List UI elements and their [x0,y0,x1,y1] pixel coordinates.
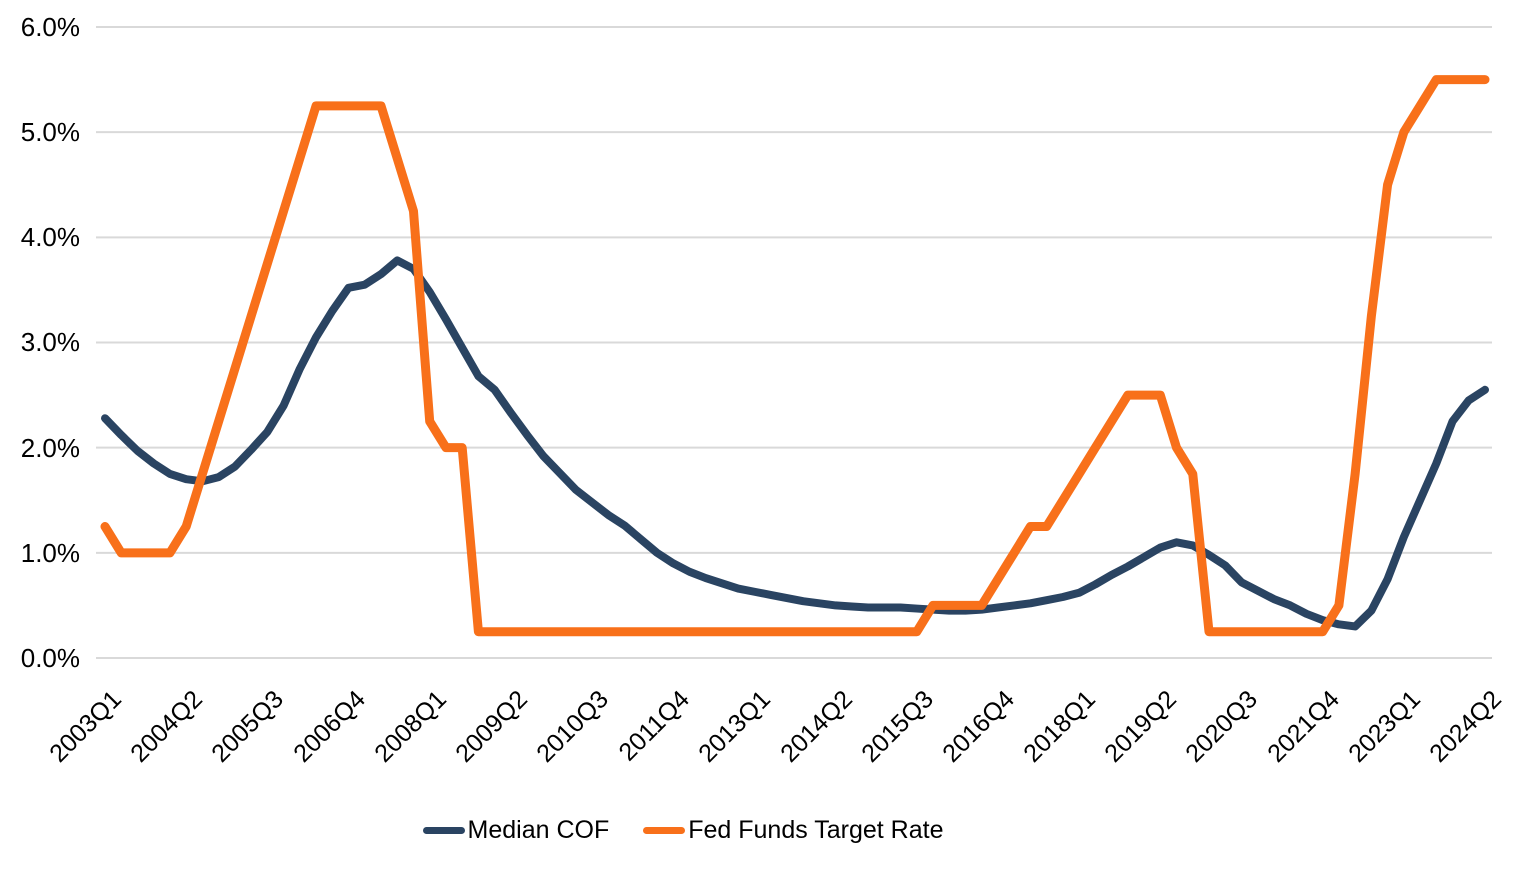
gridlines [96,25,1492,659]
median-cof-line-swatch [422,827,465,834]
y-tick-label: 1.0% [20,537,80,568]
legend-item-fed-funds: Fed Funds Target Rate [643,816,943,845]
y-tick-label: 0.0% [20,643,80,673]
y-tick-label: 3.0% [20,327,80,358]
chart-legend: Median COF Fed Funds Target Rate [0,816,1366,845]
y-tick-label: 6.0% [20,11,80,42]
legend-label-median-cof: Median COF [467,816,610,844]
series-lines [100,75,1490,637]
y-tick-label: 2.0% [20,432,80,463]
fed-funds-line-swatch [643,827,686,834]
series-line-fed-funds-target-rate [100,75,1490,637]
legend-label-fed-funds: Fed Funds Target Rate [688,816,944,844]
y-tick-label: 5.0% [20,117,80,148]
legend-item-median-cof: Median COF [422,816,610,845]
y-tick-label: 4.0% [20,222,80,253]
series-line-median-cof [101,256,1489,631]
